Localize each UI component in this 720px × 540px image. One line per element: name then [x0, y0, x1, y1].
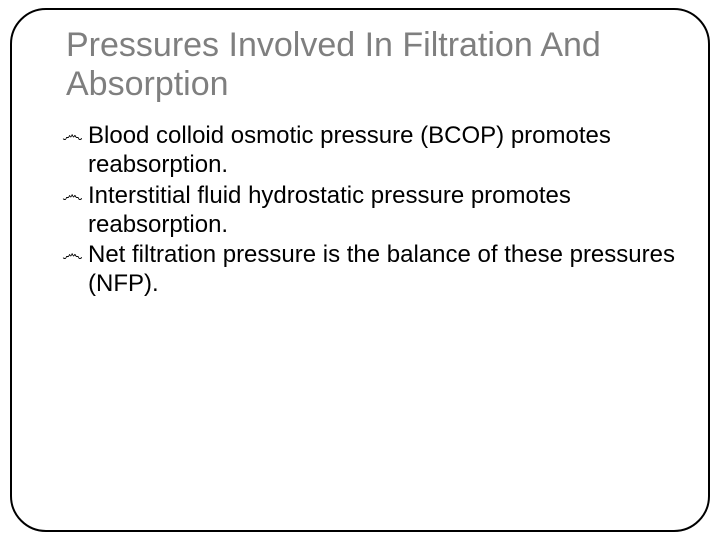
bullet-text: Interstitial fluid hydrostatic pressure … — [88, 182, 571, 238]
slide-title: Pressures Involved In Filtration And Abs… — [66, 26, 678, 104]
bullet-icon: ෴ — [62, 184, 83, 206]
bullet-icon: ෴ — [62, 243, 83, 265]
bullet-list: ෴ Blood colloid osmotic pressure (BCOP) … — [62, 122, 678, 299]
slide-frame: Pressures Involved In Filtration And Abs… — [10, 8, 710, 532]
list-item: ෴ Net filtration pressure is the balance… — [62, 241, 678, 299]
bullet-text: Net filtration pressure is the balance o… — [88, 241, 675, 297]
list-item: ෴ Interstitial fluid hydrostatic pressur… — [62, 182, 678, 240]
bullet-text: Blood colloid osmotic pressure (BCOP) pr… — [88, 122, 611, 178]
list-item: ෴ Blood colloid osmotic pressure (BCOP) … — [62, 122, 678, 180]
bullet-icon: ෴ — [62, 124, 83, 146]
